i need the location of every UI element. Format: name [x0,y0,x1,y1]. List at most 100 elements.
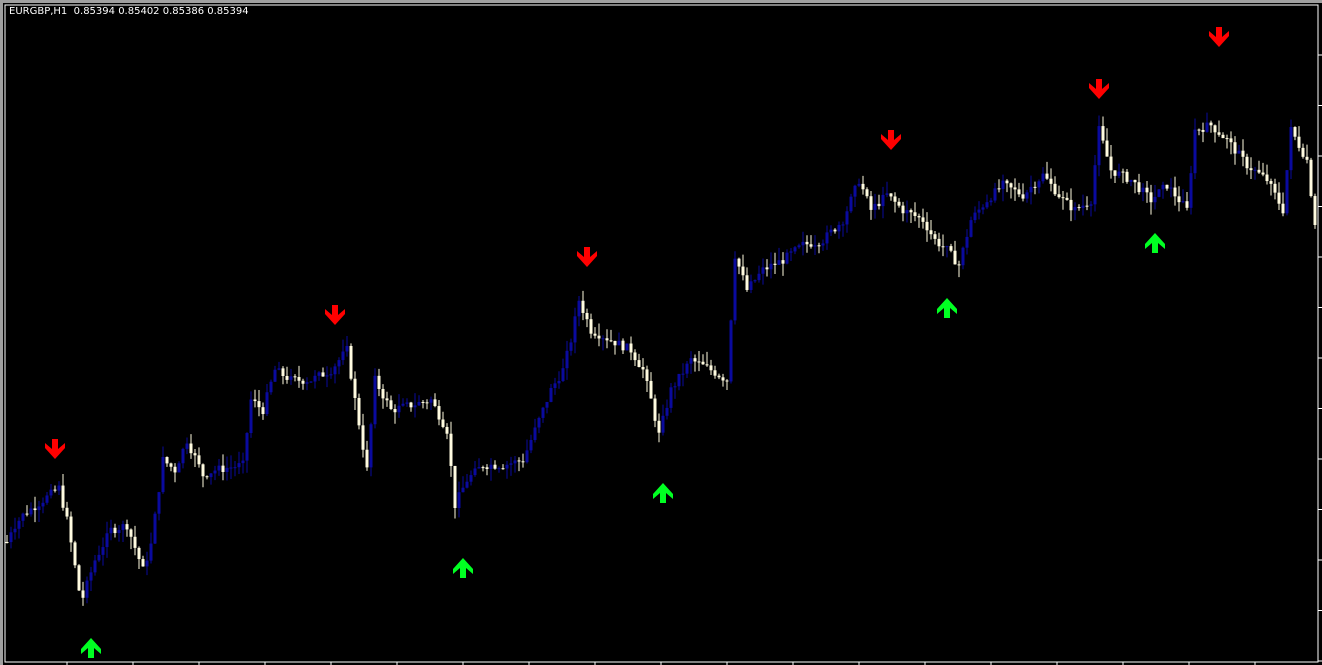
candle [1009,182,1013,199]
candle [1045,161,1049,180]
candle-body [865,189,869,197]
candle-body [701,361,705,365]
candle [97,545,101,563]
candle [1229,131,1233,155]
candle-body [633,352,637,361]
candle [1181,189,1185,204]
candle [349,343,353,381]
candle [917,213,921,228]
candle-body [213,470,217,474]
candle [1105,128,1109,157]
candle-body [1133,179,1137,183]
candle [185,437,189,455]
candle [1017,182,1021,198]
candle-body [825,232,829,244]
candle-body [977,209,981,213]
candle-body [1253,169,1257,171]
candle-body [1257,169,1261,173]
candle-body [609,340,613,342]
candle-body [265,392,269,415]
candle [13,517,17,540]
candle [125,519,129,537]
candle [1185,191,1189,211]
candle [497,466,501,473]
candle [233,460,237,477]
candle [477,458,481,469]
candle-body [905,210,909,214]
candle [241,452,245,474]
candle [25,505,29,517]
candle [9,526,13,549]
candle [253,389,257,408]
candle [113,523,117,538]
candle [329,367,333,379]
candle-body [1273,183,1277,193]
candle-body [665,407,669,416]
candle-body [1097,126,1101,166]
candle-body [953,250,957,265]
candle [737,257,741,275]
candle [237,451,241,475]
candle [1305,144,1309,164]
candle [1141,183,1145,202]
candle [245,432,249,473]
candle-body [677,373,681,387]
candle [429,396,433,411]
candle [445,423,449,440]
candle-body [617,340,621,346]
candle [657,413,661,443]
candle-body [893,196,897,202]
candle-body [49,489,53,496]
candle [797,243,801,249]
candle-body [641,366,645,370]
candle [201,463,205,488]
candle-body [1289,127,1293,171]
candle [597,323,601,347]
candle [873,193,877,219]
candle [821,239,825,251]
candle-body [1005,180,1009,184]
candle-body [393,409,397,413]
candle-body [397,405,401,413]
candle [625,343,629,351]
candle [1129,179,1133,187]
candle-body [1069,199,1073,211]
candle [533,418,537,443]
candle-body [429,399,433,403]
candle-body [209,473,213,478]
candle [1213,124,1217,143]
candle [37,500,41,522]
candle-body [13,528,17,533]
candle-body [509,463,513,465]
candle-body [841,224,845,226]
candle [53,485,57,493]
candle-body [25,513,29,515]
candle [589,313,593,339]
candle-body [589,319,593,334]
candle [181,447,185,469]
candle-body [273,369,277,382]
candle [961,246,965,270]
candle [1113,170,1117,184]
candle-body [1265,174,1269,182]
candle-body [201,464,205,477]
candle-body [769,263,773,270]
candle-body [1305,156,1309,160]
candle [841,221,845,237]
candle-body [465,481,469,488]
candle [845,206,849,233]
candle [1109,144,1113,179]
candle-body [957,264,961,266]
candle [313,370,317,389]
candle-body [1245,156,1249,169]
candle-body [133,536,137,548]
candle [101,537,105,566]
candle-body [21,513,25,521]
candle-body [645,369,649,381]
candle-body [325,375,329,377]
candle [717,373,721,380]
candle-body [137,547,141,560]
candle-body [1065,197,1069,200]
candle [161,446,165,494]
